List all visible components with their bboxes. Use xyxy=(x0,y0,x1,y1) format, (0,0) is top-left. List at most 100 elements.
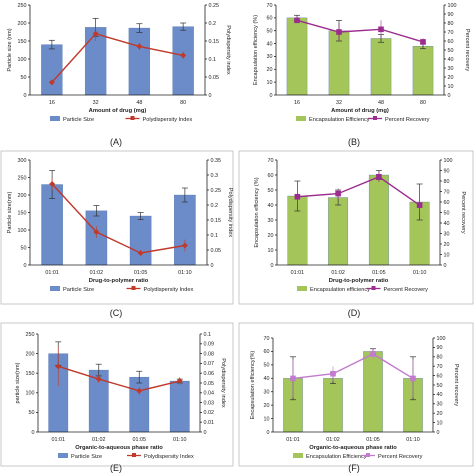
legend-label-line: Percent Recovery xyxy=(385,117,430,123)
x-axis-title: Amount of drug (mg) xyxy=(331,108,389,114)
y2-tick-label: 80 xyxy=(444,179,450,185)
legend-label-bar: Encapsulation Efficiency xyxy=(306,454,367,460)
legend-label-line: Polydispersity Index xyxy=(144,287,194,293)
series-line xyxy=(51,183,185,254)
y2-tick-label: 100 xyxy=(448,3,457,9)
bar xyxy=(286,17,308,96)
bar xyxy=(323,378,343,433)
y2-tick-label: 30 xyxy=(437,402,443,408)
y-tick-label: 10 xyxy=(268,248,274,254)
y-tick-label: 200 xyxy=(18,21,27,27)
y-tick-label: 100 xyxy=(18,228,27,234)
y-tick-label: 50 xyxy=(267,29,273,35)
y-tick-label: 50 xyxy=(264,363,270,369)
series-point xyxy=(55,363,62,370)
y-tick-label: 60 xyxy=(268,173,274,179)
series-point xyxy=(95,376,102,383)
series-point xyxy=(336,29,342,35)
y2-tick-label: 0.2 xyxy=(211,203,219,209)
y2-tick-label: 40 xyxy=(448,57,454,63)
series-point xyxy=(136,43,143,50)
y-axis-title: Particle size (nm) xyxy=(7,28,13,71)
chart-panel: 0 10 20 30 40 50 60 70 0 10 20 30 40 50 60 70 80 90 100 01:… xyxy=(238,322,474,473)
y-axis-title: Encapsulation efficiency (%) xyxy=(253,15,259,85)
y2-axis-title: Polydispersity index xyxy=(220,358,226,408)
y2-tick-label: 50 xyxy=(444,210,450,216)
bar xyxy=(129,376,150,433)
series-line xyxy=(297,176,421,206)
series-point xyxy=(335,190,341,197)
y2-tick-label: 70 xyxy=(444,189,450,195)
y-axis-title: particle size(nm) xyxy=(15,362,21,403)
x-tick-label: 01:10 xyxy=(178,270,192,276)
y2-tick-label: 100 xyxy=(437,336,446,342)
y-tick-label: 50 xyxy=(21,75,27,81)
y2-tick-label: 0.05 xyxy=(204,381,215,387)
y2-tick-label: 0 xyxy=(211,263,214,269)
y2-axis-title: Polydispersity index xyxy=(225,25,231,75)
panel-frame xyxy=(238,150,474,305)
x-tick-label: 32 xyxy=(93,100,99,106)
bar xyxy=(370,38,392,96)
legend-label-bar: Particle Size xyxy=(63,117,94,123)
y-tick-label: 150 xyxy=(26,371,35,377)
series-point xyxy=(290,375,296,382)
x-tick-label: 16 xyxy=(49,100,55,106)
y-tick-label: 40 xyxy=(264,376,270,382)
series-point xyxy=(370,351,376,357)
legend-swatch-bar xyxy=(296,116,306,121)
y2-tick-label: 0 xyxy=(437,430,440,436)
series-point xyxy=(180,52,187,59)
x-tick-label: 01:05 xyxy=(372,270,386,276)
y2-tick-label: 60 xyxy=(437,373,443,379)
y2-tick-label: 0.25 xyxy=(209,3,220,9)
legend-swatch-bar xyxy=(50,286,60,291)
legend-swatch-marker xyxy=(130,116,135,120)
y2-tick-label: 0 xyxy=(209,93,212,99)
x-tick-label: 01:10 xyxy=(413,270,427,276)
y-tick-label: 0 xyxy=(24,263,27,269)
y2-tick-label: 0.01 xyxy=(204,420,215,426)
y2-tick-label: 40 xyxy=(437,392,443,398)
y-tick-label: 250 xyxy=(18,175,27,181)
x-tick-label: 01:02 xyxy=(92,437,106,443)
x-tick-label: 01:02 xyxy=(326,437,340,443)
series-point xyxy=(181,242,188,249)
y-tick-label: 70 xyxy=(268,158,274,164)
legend-swatch-marker xyxy=(373,116,377,120)
bar xyxy=(368,174,389,266)
y-tick-label: 40 xyxy=(268,203,274,209)
y-axis-title: Encapsulation efficiency(%) xyxy=(250,351,256,420)
y2-tick-label: 0 xyxy=(444,263,447,269)
x-tick-label: 01:10 xyxy=(173,437,187,443)
y2-tick-label: 0.07 xyxy=(204,361,215,367)
y2-tick-label: 0.09 xyxy=(204,342,215,348)
series-point xyxy=(294,193,301,200)
legend-swatch-bar xyxy=(293,453,303,458)
y2-tick-label: 70 xyxy=(448,30,454,36)
panel-frame xyxy=(0,322,234,467)
y2-tick-label: 90 xyxy=(444,168,450,174)
y-tick-label: 100 xyxy=(26,391,35,397)
panel-label: (A) xyxy=(110,137,122,147)
y-tick-label: 100 xyxy=(18,57,27,63)
panel-label: (F) xyxy=(348,463,360,473)
y2-axis-title: Percent recovery xyxy=(460,191,466,233)
y2-tick-label: 0.04 xyxy=(204,391,215,397)
y2-tick-label: 30 xyxy=(448,66,454,72)
chart-panel: 0 10 20 30 40 50 60 70 0 10 20 30 40 50 60 70 80 90 100 16 3… xyxy=(253,3,470,147)
y2-tick-label: 20 xyxy=(444,242,450,248)
y2-tick-label: 0.06 xyxy=(204,371,215,377)
x-tick-label: 80 xyxy=(420,100,426,106)
y2-tick-label: 0.03 xyxy=(204,400,215,406)
y2-tick-label: 50 xyxy=(437,383,443,389)
x-tick-label: 01:01 xyxy=(45,270,59,276)
y2-tick-label: 10 xyxy=(448,84,454,90)
x-axis-title: Organic-to-aqueous phase ratio xyxy=(75,445,163,451)
x-axis-title: Amount of drug (mg) xyxy=(89,108,147,114)
legend-label-line: Polydispersity Index xyxy=(144,454,194,460)
y2-tick-label: 100 xyxy=(444,158,453,164)
y-tick-label: 40 xyxy=(267,41,273,47)
y2-tick-label: 0.08 xyxy=(204,351,215,357)
